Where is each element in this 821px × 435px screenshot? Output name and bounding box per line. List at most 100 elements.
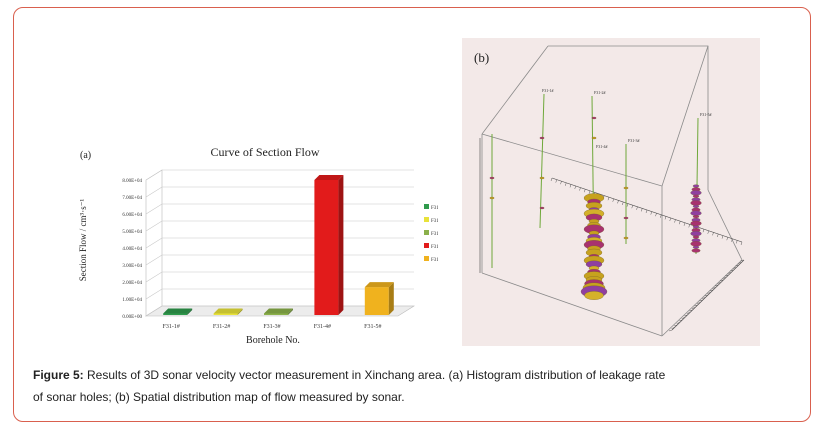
ruler-tick [679, 319, 683, 322]
ruler-tick [717, 282, 721, 284]
ruler-tick [565, 182, 567, 186]
flow-disc [691, 248, 701, 253]
ruler-tick [689, 309, 693, 312]
ruler-tick [707, 230, 709, 234]
bar-front [314, 180, 339, 315]
ruler-depth [671, 259, 745, 331]
panel-a-chart: (a) Curve of Section Flow Section Flow /… [68, 140, 446, 352]
ruler-tick [650, 211, 652, 215]
spatial-map-svg: (b) F31-1# F31-2 [474, 45, 745, 337]
bar-front [264, 313, 288, 315]
ruler-tick [626, 203, 629, 207]
bar-F31-4# [314, 175, 344, 315]
ruler-tick [707, 292, 711, 294]
ruler-tick [712, 232, 714, 236]
ruler-tick [588, 190, 591, 194]
grid-line [145, 271, 414, 283]
ruler-tick [736, 240, 738, 244]
flow-disc [690, 200, 702, 206]
borehole-label-3: F31-3# [628, 138, 640, 143]
figure-frame [13, 7, 811, 422]
bar-side [288, 308, 293, 315]
x-tick-label: F31-4# [314, 324, 331, 330]
grid-line [145, 254, 414, 266]
bar-F31-1# [163, 308, 193, 315]
ruler-tick [669, 217, 671, 222]
ruler-tick [668, 329, 673, 332]
ruler-tick [631, 205, 633, 209]
flow-disc [692, 194, 700, 198]
ruler-tick [579, 187, 581, 191]
bar-side [187, 308, 193, 315]
ruler-tick [684, 314, 688, 317]
panel-b-3d-map: (b) F31-1# F31-2 [462, 38, 760, 346]
ruler-tick [740, 241, 743, 246]
ruler-tick [607, 197, 610, 201]
flow-disc [489, 196, 495, 200]
ruler-tick [555, 179, 557, 183]
ruler-tick [560, 181, 562, 185]
borehole-label-4: F31-4# [596, 144, 608, 149]
y-tick-labels: 0.00E+00 1.00E+04 2.00E+04 3.00E+04 4.00E+04… [122, 179, 142, 320]
grid-line [145, 203, 414, 215]
bar-side [388, 282, 394, 315]
flow-disc [690, 231, 702, 237]
bar-front [213, 313, 238, 315]
flow-disc [623, 186, 629, 190]
ruler-tick [612, 198, 614, 202]
ruler-tick [714, 284, 718, 287]
ruler-tick [671, 327, 675, 329]
flow-vector-discs [489, 116, 702, 300]
ruler-tick [688, 224, 690, 228]
chart-legend: F31-1# F31-2# F31-3# F31-4# F31-5# [424, 204, 446, 263]
y-tick-label: 0.00E+00 [122, 315, 142, 320]
ruler-tick [617, 200, 619, 204]
legend-label: F31-1# [431, 206, 438, 211]
legend-label: F31-4# [431, 245, 438, 250]
chart-bars [163, 175, 394, 315]
legend-swatch [424, 217, 429, 222]
ruler-tick [726, 237, 728, 241]
ruler-tick [719, 279, 724, 282]
ruler-tick [722, 277, 726, 279]
caption-text: Results of 3D sonar velocity vector meas… [33, 368, 666, 404]
ruler-ticks [550, 177, 744, 332]
ruler-tick [674, 324, 678, 327]
flow-disc [623, 216, 629, 220]
caption-label: Figure 5: [33, 368, 84, 382]
legend-label: F31-2# [431, 219, 438, 224]
ruler-tick [730, 269, 734, 272]
legend-swatch [424, 243, 429, 248]
x-tick-label: F31-2# [213, 324, 230, 330]
box-right-edge [707, 189, 743, 261]
box-back-edge [548, 45, 709, 190]
ruler-tick [721, 235, 724, 239]
ruler-tick [664, 216, 667, 220]
y-tick-label: 7.00E+04 [122, 196, 142, 201]
scale-rulers [479, 138, 745, 331]
panel-a-label: (a) [80, 150, 91, 161]
ruler-tick [709, 289, 713, 292]
grid-line [145, 186, 414, 198]
legend-label: F31-3# [431, 232, 438, 237]
legend-swatch [424, 204, 429, 209]
bar-top [314, 175, 344, 180]
ruler-tick [702, 297, 706, 299]
legend-label: F31-5# [431, 258, 438, 263]
box-bottom-edge [481, 272, 663, 337]
grid-line [145, 237, 414, 249]
ruler-tick [731, 238, 733, 242]
ruler-tick [735, 264, 739, 267]
figure-caption: Figure 5: Results of 3D sonar velocity v… [33, 364, 673, 408]
grid-line [145, 220, 414, 232]
box-bottom-right-edge [661, 259, 743, 337]
bar-F31-2# [213, 308, 243, 315]
ruler-tick [681, 317, 685, 319]
grid-line [145, 169, 414, 181]
flow-disc [692, 245, 700, 249]
flow-disc [690, 220, 702, 226]
bar-F31-5# [364, 282, 394, 315]
bar-top [163, 308, 193, 314]
y-tick-label: 8.00E+04 [122, 179, 142, 184]
x-tick-label: F31-3# [263, 324, 280, 330]
